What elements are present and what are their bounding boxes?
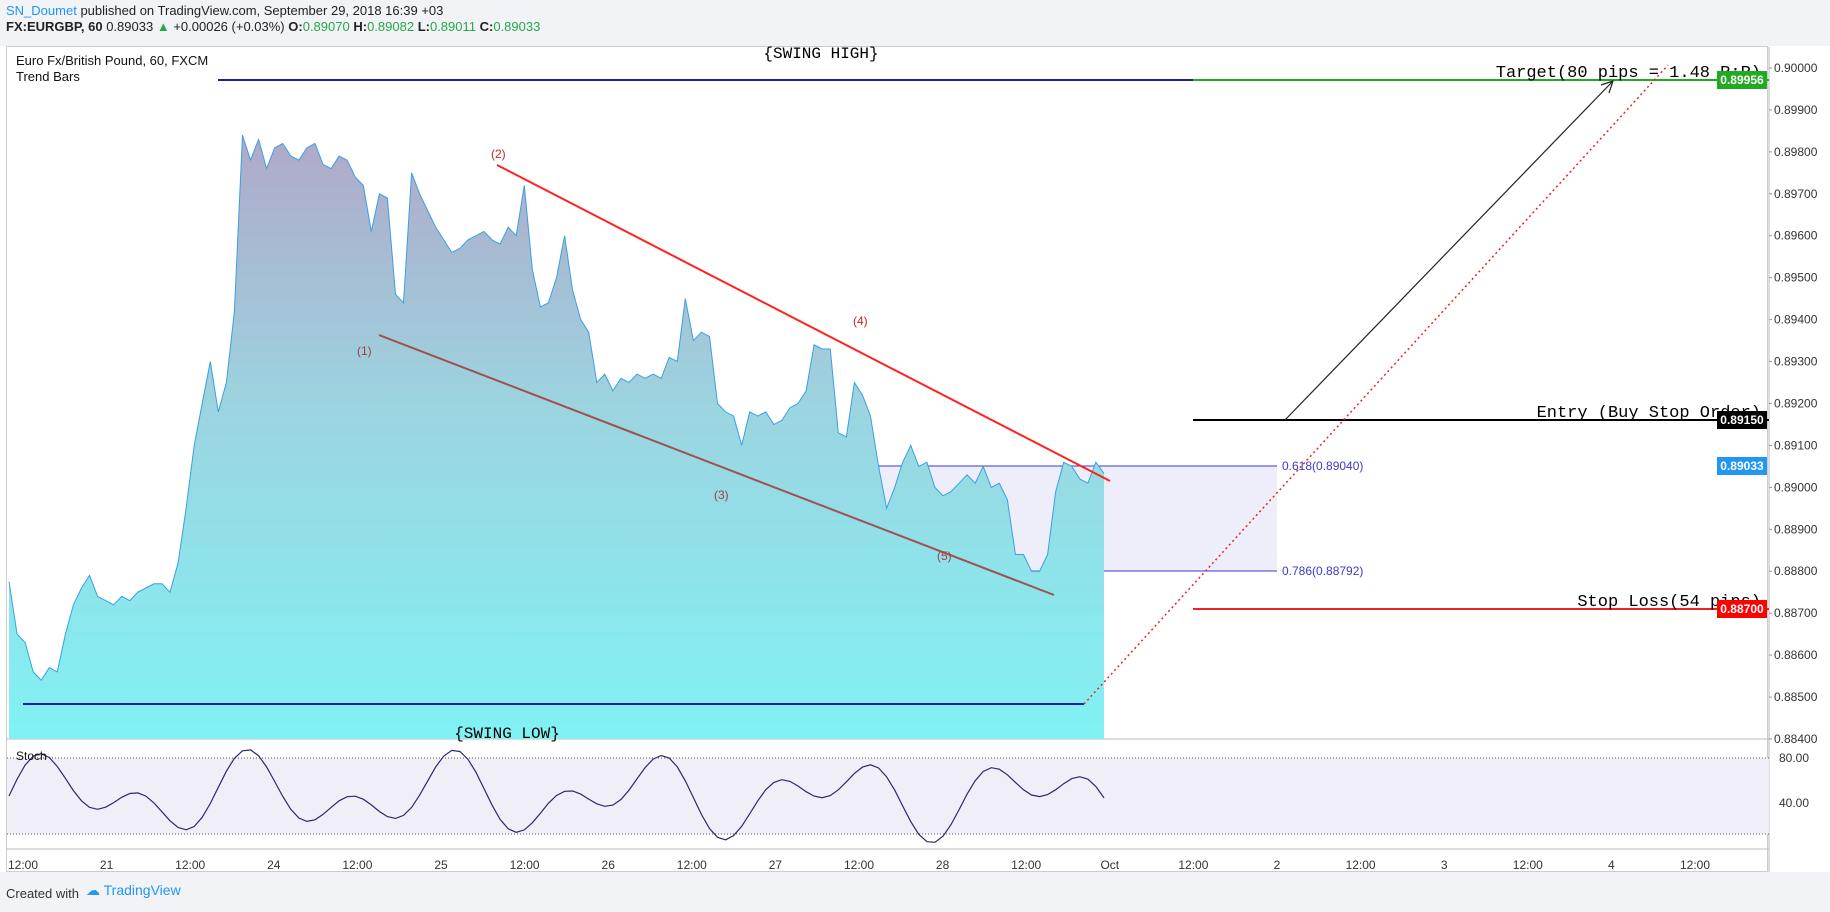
price-area-line bbox=[8, 134, 1105, 682]
price-tick-label: 0.89600 bbox=[1774, 229, 1818, 243]
ohlc-line: FX:EURGBP, 60 0.89033 ▲ +0.00026 (+0.03%… bbox=[6, 19, 540, 34]
osc-axis[interactable]: 80.00 40.00 bbox=[1779, 751, 1809, 810]
channel-line-13[interactable] bbox=[378, 334, 1055, 596]
price-tick-label: 0.88900 bbox=[1774, 522, 1818, 536]
publish-info: published on TradingView.com, September … bbox=[80, 3, 444, 18]
time-tick-label: 12:00 bbox=[1178, 858, 1208, 872]
arrow-head-icon bbox=[1600, 80, 1614, 94]
tradingview-logo[interactable]: ☁ TradingView bbox=[86, 882, 181, 898]
time-axis[interactable]: 12:00 21 12:00 24 12:00 25 12:00 26 12:00 27 12:00… bbox=[8, 858, 1710, 872]
time-tick-label: 12:00 bbox=[1011, 858, 1041, 872]
price-tick-label: 0.89900 bbox=[1774, 103, 1818, 117]
price-axis[interactable]: 0.90000 0.89900 0.89800 0.89700 0.89600 0.895… bbox=[1769, 61, 1818, 746]
swing-low-label: {SWING LOW} bbox=[454, 725, 560, 743]
time-tick-label: 4 bbox=[1608, 858, 1615, 872]
time-tick-label: Oct bbox=[1100, 858, 1119, 872]
up-arrow-icon: ▲ bbox=[156, 19, 170, 34]
low-value: 0.89011 bbox=[429, 19, 476, 34]
high-value: 0.89082 bbox=[367, 19, 415, 34]
entry-price-tag: 0.89150 bbox=[1717, 411, 1767, 429]
price-tick-label: 0.89400 bbox=[1774, 313, 1818, 327]
time-tick-label: 26 bbox=[602, 858, 616, 872]
price-tick-label: 0.89100 bbox=[1774, 438, 1818, 452]
chart-container[interactable]: {SWING HIGH} {SWING LOW} Target(80 pips … bbox=[6, 45, 1818, 873]
price-tick-label: 0.89500 bbox=[1774, 271, 1818, 285]
stop-loss-label: Stop Loss(54 pips) bbox=[1577, 593, 1761, 612]
time-tick-label: 12:00 bbox=[1346, 858, 1376, 872]
time-tick-label: 12:00 bbox=[677, 858, 707, 872]
price-area-fill bbox=[9, 135, 1104, 740]
chart-svg[interactable]: {SWING HIGH} {SWING LOW} Target(80 pips … bbox=[1, 1, 1830, 873]
time-tick-label: 21 bbox=[100, 858, 114, 872]
time-tick-label: 12:00 bbox=[1680, 858, 1710, 872]
target-projection-arrow[interactable] bbox=[1284, 80, 1614, 421]
time-tick-label: 12:00 bbox=[510, 858, 540, 872]
created-with-label: Created with bbox=[6, 886, 79, 901]
high-label: H: bbox=[353, 19, 368, 34]
price-tick-label: 0.88700 bbox=[1774, 606, 1818, 620]
price-tick-label: 0.88800 bbox=[1774, 564, 1818, 578]
last-price-tag: 0.89033 bbox=[1717, 457, 1767, 475]
footer-bar: Created with ☁ TradingView bbox=[0, 872, 1830, 912]
stoch-legend: Stoch bbox=[16, 749, 47, 763]
last-price: 0.89033 bbox=[106, 19, 154, 34]
time-tick-label: 25 bbox=[434, 858, 448, 872]
fib-786-label: 0.786(0.88792) bbox=[1282, 564, 1363, 578]
price-tick-label: 0.89700 bbox=[1774, 187, 1818, 201]
price-tick-label: 0.89200 bbox=[1774, 397, 1818, 411]
header-bar: SN_Doumet published on TradingView.com, … bbox=[0, 0, 1830, 46]
osc-tick-label: 80.00 bbox=[1779, 751, 1809, 765]
price-change: +0.00026 (+0.03%) bbox=[173, 19, 285, 34]
wave-4-label: (4) bbox=[853, 314, 868, 328]
entry-label: Entry (Buy Stop Order) bbox=[1537, 404, 1761, 423]
target-price-tag: 0.89956 bbox=[1717, 71, 1767, 89]
open-value: 0.89070 bbox=[302, 19, 350, 34]
time-tick-label: 12:00 bbox=[8, 858, 38, 872]
price-tick-label: 0.89800 bbox=[1774, 145, 1818, 159]
wave-2-label: (2) bbox=[491, 147, 506, 161]
close-value: 0.89033 bbox=[493, 19, 541, 34]
price-tick-label: 0.89000 bbox=[1774, 480, 1818, 494]
time-tick-label: 3 bbox=[1441, 858, 1448, 872]
stoch-line bbox=[8, 749, 1105, 843]
time-tick-label: 12:00 bbox=[175, 858, 205, 872]
chart-legend-study: Trend Bars bbox=[16, 69, 80, 84]
fib-618-label: 0.618(0.89040) bbox=[1282, 459, 1363, 473]
open-label: O: bbox=[288, 19, 303, 34]
price-tick-label: 0.88600 bbox=[1774, 648, 1818, 662]
author-link[interactable]: SN_Doumet bbox=[6, 3, 77, 18]
price-tick-label: 0.88500 bbox=[1774, 690, 1818, 704]
price-tick-label: 0.88400 bbox=[1774, 732, 1818, 746]
time-tick-label: 12:00 bbox=[844, 858, 874, 872]
publish-line: SN_Doumet published on TradingView.com, … bbox=[6, 3, 443, 18]
trend-line-24[interactable] bbox=[496, 164, 1111, 482]
low-label: L: bbox=[417, 19, 430, 34]
time-tick-label: 24 bbox=[267, 858, 281, 872]
time-tick-label: 27 bbox=[769, 858, 783, 872]
dotted-projection-line[interactable] bbox=[1083, 64, 1669, 705]
stop-price-tag: 0.88700 bbox=[1717, 600, 1767, 618]
osc-tick-label: 40.00 bbox=[1779, 796, 1809, 810]
time-tick-label: 12:00 bbox=[1513, 858, 1543, 872]
price-tick-label: 0.89300 bbox=[1774, 355, 1818, 369]
symbol-label: FX:EURGBP, 60 bbox=[6, 19, 103, 34]
stoch-band bbox=[7, 758, 1769, 834]
wave-3-label: (3) bbox=[714, 488, 729, 502]
chart-legend-title: Euro Fx/British Pound, 60, FXCM bbox=[16, 53, 209, 68]
wave-5-label: (5) bbox=[937, 549, 952, 563]
close-label: C: bbox=[479, 19, 494, 34]
time-tick-label: 28 bbox=[936, 858, 950, 872]
price-tick-label: 0.90000 bbox=[1774, 61, 1818, 75]
time-tick-label: 2 bbox=[1274, 858, 1281, 872]
wave-1-label: (1) bbox=[357, 344, 372, 358]
target-label: Target(80 pips = 1.48 R:R) bbox=[1496, 64, 1761, 83]
swing-high-label: {SWING HIGH} bbox=[763, 45, 878, 63]
time-tick-label: 12:00 bbox=[342, 858, 372, 872]
